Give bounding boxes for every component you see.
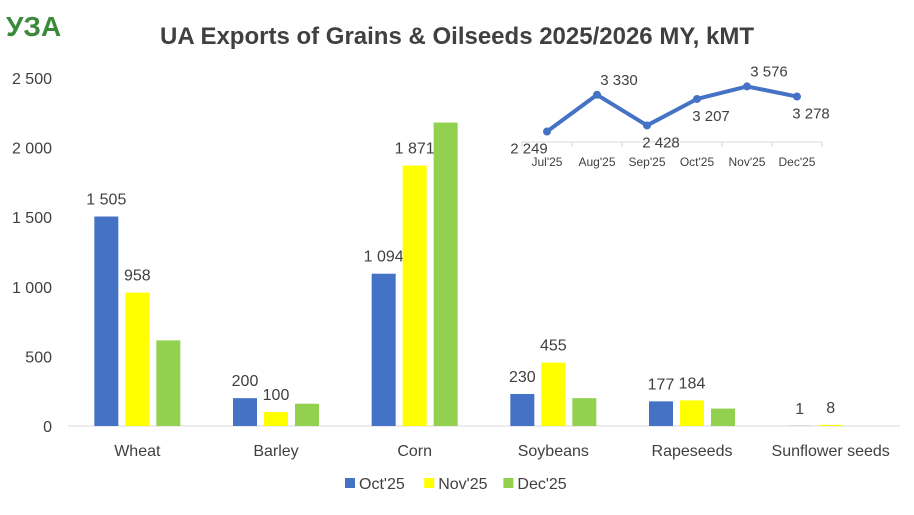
data-label: 1 094 [364,249,404,266]
y-tick-label: 2 000 [12,141,52,158]
inset-data-label: 3 207 [692,108,730,125]
inset-category-label: Oct'25 [680,155,715,169]
category-labels: Wheat Barley Corn Soybeans Rapeseeds Sunflowe… [114,443,890,460]
logo-text: УЗА [6,11,61,42]
category-label: Sunflower seeds [772,443,890,460]
category-label: Barley [253,443,298,460]
bar [295,403,319,426]
inset-point [543,127,551,136]
bar [156,340,181,426]
bar [433,122,458,426]
data-label: 100 [263,387,290,404]
inset-data-label: 3 330 [600,72,638,89]
uza-logo: УЗА [6,11,61,42]
y-tick-label: 0 [43,419,52,436]
bar [402,165,427,426]
y-tick-label: 500 [25,349,52,366]
legend-label: Oct'25 [359,476,405,493]
data-label: 184 [679,375,706,392]
inset-category-label: Jul'25 [532,155,563,169]
inset-category-label: Nov'25 [729,155,766,169]
data-label: 455 [540,338,567,355]
inset-point [793,92,801,101]
bar [680,400,704,426]
legend-label: Dec'25 [517,476,566,493]
bar [125,292,150,426]
inset-series-line [545,84,798,134]
legend-swatch [503,478,514,488]
inset-category-label: Dec'25 [779,155,816,169]
legend-swatch [424,478,435,488]
legend: Oct'25 Nov'25 Dec'25 [345,476,567,493]
inset-point [693,94,701,103]
bar [818,424,843,426]
y-axis: 0 500 1 000 1 500 2 000 2 500 [12,71,52,436]
y-tick-label: 2 500 [12,71,52,88]
bar [264,412,288,426]
inset-point [643,121,651,130]
data-label: 8 [826,400,835,417]
bar [649,401,673,426]
inset-category-label: Aug'25 [579,155,616,169]
inset-data-label: 2 428 [642,134,680,151]
category-label: Soybeans [518,443,589,460]
inset-point [593,90,601,99]
y-tick-label: 1 500 [12,210,52,227]
inset-data-label: 2 249 [510,141,548,158]
data-label: 200 [232,373,259,390]
inset-data-label: 3 278 [792,106,830,123]
bar [94,216,119,426]
data-label: 230 [509,369,536,386]
data-label: 1 [795,401,804,418]
y-tick-label: 1 000 [12,280,52,297]
category-label: Wheat [114,443,161,460]
bar [371,273,396,426]
bar [233,398,257,426]
data-label: 1 505 [86,192,126,209]
data-label: 177 [648,376,675,393]
inset-category-label: Sep'25 [629,155,666,169]
legend-label: Nov'25 [438,476,487,493]
bar [510,393,535,426]
data-label: 958 [124,268,151,285]
legend-swatch [345,478,355,488]
chart-title: UA Exports of Grains & Oilseeds 2025/202… [160,23,754,50]
bar [541,362,566,426]
data-label: 1 871 [395,141,435,158]
bar [711,408,735,426]
inset-point [743,82,751,91]
inset-data-label: 3 576 [750,63,788,80]
bar [572,398,597,426]
category-label: Corn [397,443,432,460]
category-label: Rapeseeds [652,443,733,460]
